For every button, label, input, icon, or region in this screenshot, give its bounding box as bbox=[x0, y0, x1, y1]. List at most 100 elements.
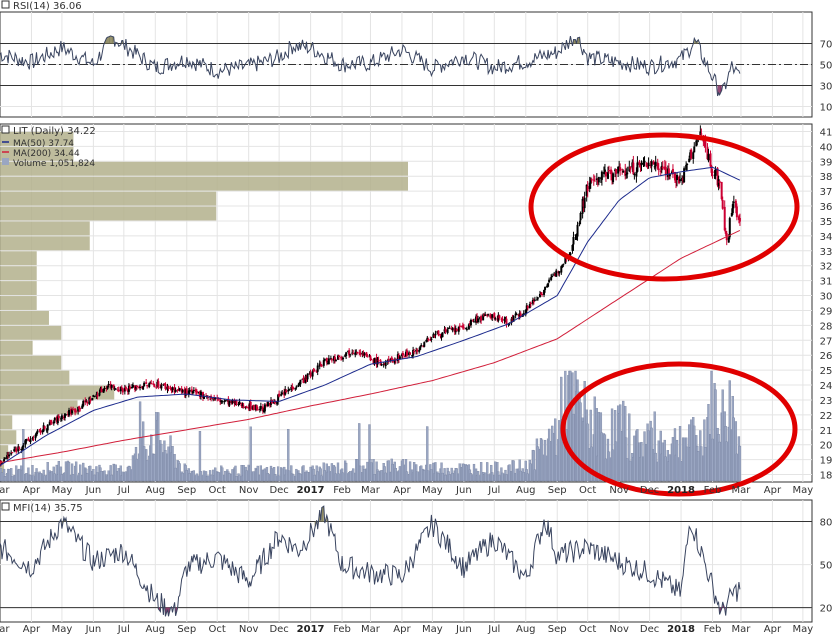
month-label: Sep bbox=[177, 624, 196, 635]
price-candle bbox=[14, 449, 17, 451]
price-candle bbox=[20, 448, 23, 450]
month-label: May bbox=[422, 485, 443, 496]
price-candle bbox=[72, 409, 75, 411]
volume-bar bbox=[536, 446, 540, 482]
month-label: Mar bbox=[361, 624, 381, 635]
price-candle bbox=[306, 373, 309, 380]
volume-bar bbox=[242, 465, 245, 482]
price-candle bbox=[74, 408, 77, 413]
price-candle bbox=[546, 285, 549, 288]
price-candle bbox=[496, 319, 499, 321]
volume-bar bbox=[366, 461, 369, 482]
price-candle bbox=[188, 390, 191, 392]
price-candle bbox=[159, 387, 162, 389]
volume-bar bbox=[384, 472, 387, 482]
price-candle bbox=[150, 383, 153, 385]
volume-bar bbox=[36, 472, 39, 482]
price-candle bbox=[659, 170, 662, 173]
price-candle bbox=[59, 418, 62, 420]
price-candle bbox=[348, 350, 351, 356]
rsi-tick-label: 10 bbox=[820, 103, 833, 114]
price-candle bbox=[649, 164, 652, 166]
volume-bar bbox=[150, 434, 153, 482]
volume-bar bbox=[654, 452, 657, 482]
price-candle bbox=[432, 334, 435, 338]
price-candle bbox=[398, 356, 401, 360]
price-candle bbox=[130, 387, 133, 389]
price-candle bbox=[77, 406, 80, 412]
price-candle bbox=[619, 167, 622, 171]
price-candle bbox=[589, 179, 592, 184]
month-label: Aug bbox=[146, 624, 166, 635]
price-candle bbox=[561, 264, 564, 268]
price-candle bbox=[653, 166, 656, 168]
price-candle bbox=[219, 398, 222, 403]
volume-bar bbox=[266, 473, 270, 482]
volume-bar bbox=[60, 474, 64, 482]
price-candle bbox=[494, 318, 497, 320]
price-candle bbox=[450, 328, 453, 330]
price-candle bbox=[102, 389, 105, 393]
volume-bar bbox=[359, 465, 362, 482]
price-candle bbox=[491, 314, 494, 318]
price-candle bbox=[39, 430, 42, 434]
volume-bar bbox=[430, 469, 433, 482]
mfi-tick-label: 50 bbox=[820, 561, 833, 572]
volume-profile-bar bbox=[0, 460, 5, 475]
price-candle bbox=[515, 313, 518, 315]
price-candle bbox=[75, 411, 78, 413]
volume-bar bbox=[285, 469, 288, 482]
highlight-ellipse-volume bbox=[560, 361, 798, 497]
price-candle bbox=[220, 400, 223, 403]
volume-bar bbox=[259, 465, 263, 482]
volume-bar bbox=[153, 454, 156, 482]
volume-bar bbox=[188, 473, 191, 482]
price-candle bbox=[48, 421, 51, 426]
price-candle bbox=[106, 386, 109, 389]
price-candle bbox=[63, 413, 66, 418]
price-candle bbox=[366, 355, 369, 357]
price-candle bbox=[27, 438, 30, 441]
price-candle bbox=[664, 167, 667, 176]
highlight-ellipse-price bbox=[528, 132, 800, 282]
month-label: Dec bbox=[640, 485, 659, 496]
price-candle bbox=[412, 349, 415, 356]
price-candle bbox=[49, 420, 52, 423]
price-candle bbox=[467, 324, 470, 330]
price-candle bbox=[732, 201, 735, 203]
price-legend: LIT (Daily) 34.22 MA(50) 37.74 MA(200) 3… bbox=[1, 125, 96, 169]
price-tick-label: 29 bbox=[820, 306, 833, 317]
volume-bar bbox=[650, 427, 653, 482]
volume-bar bbox=[434, 462, 437, 482]
volume-bar bbox=[349, 471, 352, 482]
price-candle bbox=[344, 355, 347, 357]
volume-bar bbox=[256, 465, 259, 482]
volume-bar bbox=[181, 472, 184, 482]
volume-bar bbox=[671, 437, 675, 482]
volume-bar bbox=[607, 451, 611, 482]
price-candle bbox=[292, 387, 295, 390]
price-candle bbox=[361, 352, 364, 355]
price-candle bbox=[171, 387, 174, 391]
volume-bar bbox=[11, 476, 14, 482]
price-candle bbox=[682, 178, 685, 181]
price-candle bbox=[709, 153, 712, 167]
volume-bar bbox=[309, 466, 312, 482]
price-candle bbox=[606, 172, 609, 179]
price-candle bbox=[554, 273, 557, 277]
price-candle bbox=[206, 397, 209, 399]
volume-bar bbox=[53, 473, 56, 482]
volume-bar bbox=[138, 401, 142, 482]
price-candle bbox=[688, 158, 691, 163]
volume-bar bbox=[135, 458, 139, 482]
price-candle bbox=[308, 373, 311, 375]
price-candle bbox=[180, 388, 183, 393]
price-candle bbox=[604, 171, 607, 177]
price-candle bbox=[121, 388, 124, 393]
month-label: May bbox=[422, 624, 443, 635]
month-label: Jul bbox=[487, 624, 500, 635]
mfi-overbought-fill bbox=[321, 506, 324, 522]
price-candle bbox=[643, 160, 646, 163]
price-candle bbox=[490, 317, 493, 319]
